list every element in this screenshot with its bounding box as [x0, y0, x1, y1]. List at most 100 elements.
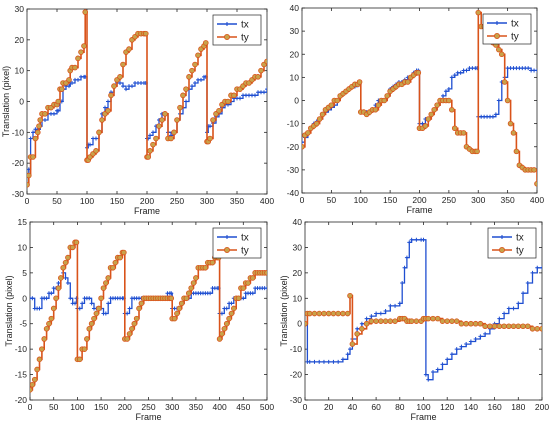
- data-point-tx: [525, 281, 530, 286]
- y-tick-label: 0: [297, 319, 302, 329]
- x-tick-label: 350: [189, 402, 203, 412]
- data-point-tx: [219, 311, 224, 316]
- y-tick-label: -30: [290, 395, 303, 405]
- data-point-ty: [431, 106, 437, 113]
- x-tick-label: 150: [94, 402, 108, 412]
- data-point-ty: [507, 120, 514, 127]
- data-point-tx: [535, 265, 540, 270]
- y-axis-label: Translation (pixel): [279, 275, 289, 346]
- data-point-tx: [530, 270, 535, 275]
- data-point-ty: [183, 86, 189, 92]
- y-tick-label: 20: [293, 268, 303, 278]
- x-tick-label: 400: [213, 402, 227, 412]
- data-point-ty: [381, 97, 388, 104]
- data-point-tx: [458, 70, 463, 75]
- data-point-tx: [355, 326, 360, 331]
- data-point-ty: [463, 320, 469, 327]
- data-point-tx: [193, 81, 197, 85]
- data-point-tx: [521, 291, 526, 296]
- data-point-ty: [221, 325, 228, 332]
- data-point-tx: [151, 130, 155, 135]
- data-point-ty: [245, 280, 251, 286]
- data-point-ty: [415, 69, 422, 76]
- data-point-ty: [189, 67, 195, 74]
- data-point-ty: [93, 148, 99, 154]
- x-tick-label: 60: [371, 402, 381, 412]
- data-point-ty: [66, 77, 72, 83]
- x-tick-label: 100: [80, 196, 94, 206]
- data-point-ty: [501, 323, 507, 330]
- data-point-ty: [510, 130, 517, 136]
- data-point-ty: [404, 79, 411, 85]
- data-point-tx: [497, 316, 502, 321]
- data-point-ty: [110, 264, 116, 271]
- data-point-ty: [316, 310, 323, 317]
- data-point-ty: [496, 323, 503, 330]
- y-axis-label: Translation (pixel): [4, 275, 14, 346]
- data-point-ty: [413, 318, 420, 324]
- data-point-tx: [449, 75, 454, 80]
- series-group: [30, 239, 267, 393]
- data-point-tx: [441, 93, 445, 98]
- data-point-tx: [208, 124, 212, 129]
- data-point-tx: [435, 367, 440, 372]
- series-group: [27, 9, 267, 188]
- data-point-ty: [496, 46, 502, 53]
- data-point-ty: [58, 275, 64, 281]
- data-point-ty: [95, 305, 102, 312]
- x-axis-label: Frame: [134, 206, 160, 216]
- x-tick-label: 0: [25, 196, 30, 206]
- data-point-tx: [511, 306, 516, 311]
- data-point-tx: [76, 77, 80, 82]
- data-point-tx: [440, 362, 445, 367]
- y-tick-label: -20: [15, 395, 28, 405]
- x-tick-label: 200: [118, 402, 132, 412]
- legend-label-tx: tx: [241, 233, 249, 244]
- data-point-ty: [539, 326, 542, 332]
- data-point-tx: [378, 311, 383, 316]
- data-point-ty: [228, 310, 235, 317]
- data-point-tx: [464, 68, 469, 73]
- y-tick-label: 10: [290, 72, 300, 82]
- legend-label-ty: ty: [516, 246, 524, 257]
- data-point-ty: [30, 387, 33, 393]
- data-point-tx: [224, 306, 229, 311]
- data-point-ty: [313, 120, 320, 127]
- data-point-tx: [459, 344, 464, 349]
- legend: tx ty: [482, 13, 532, 45]
- data-point-ty: [73, 239, 80, 246]
- x-tick-label: 0: [28, 402, 33, 412]
- data-point-ty: [335, 310, 341, 317]
- data-point-tx: [383, 309, 388, 313]
- data-point-tx: [241, 296, 246, 301]
- data-point-ty: [153, 135, 159, 142]
- data-point-tx: [169, 291, 174, 296]
- data-point-tx: [148, 133, 152, 138]
- data-point-ty: [69, 244, 76, 251]
- data-point-ty: [255, 74, 261, 80]
- x-axis-label: Frame: [410, 412, 436, 422]
- data-point-ty: [458, 320, 465, 327]
- data-point-tx: [473, 336, 478, 341]
- legend-box: [487, 227, 537, 259]
- data-point-tx: [43, 118, 47, 122]
- data-point-tx: [388, 303, 393, 308]
- x-tick-label: 250: [442, 195, 456, 205]
- data-point-tx: [393, 303, 398, 308]
- data-point-ty: [171, 315, 178, 322]
- x-tick-label: 200: [412, 195, 426, 205]
- x-tick-label: 450: [236, 402, 250, 412]
- series-group: [305, 237, 542, 382]
- data-point-tx: [540, 265, 542, 270]
- y-tick-label: 10: [15, 66, 25, 76]
- x-tick-label: 300: [471, 195, 485, 205]
- data-point-ty: [534, 180, 537, 187]
- data-point-ty: [81, 43, 87, 49]
- data-point-tx: [400, 281, 405, 286]
- legend-label-tx: tx: [516, 233, 524, 244]
- data-point-tx: [340, 357, 345, 362]
- data-point-ty: [531, 167, 537, 173]
- data-point-ty: [86, 325, 93, 332]
- data-point-ty: [513, 148, 520, 155]
- y-tick-label: -30: [12, 189, 25, 199]
